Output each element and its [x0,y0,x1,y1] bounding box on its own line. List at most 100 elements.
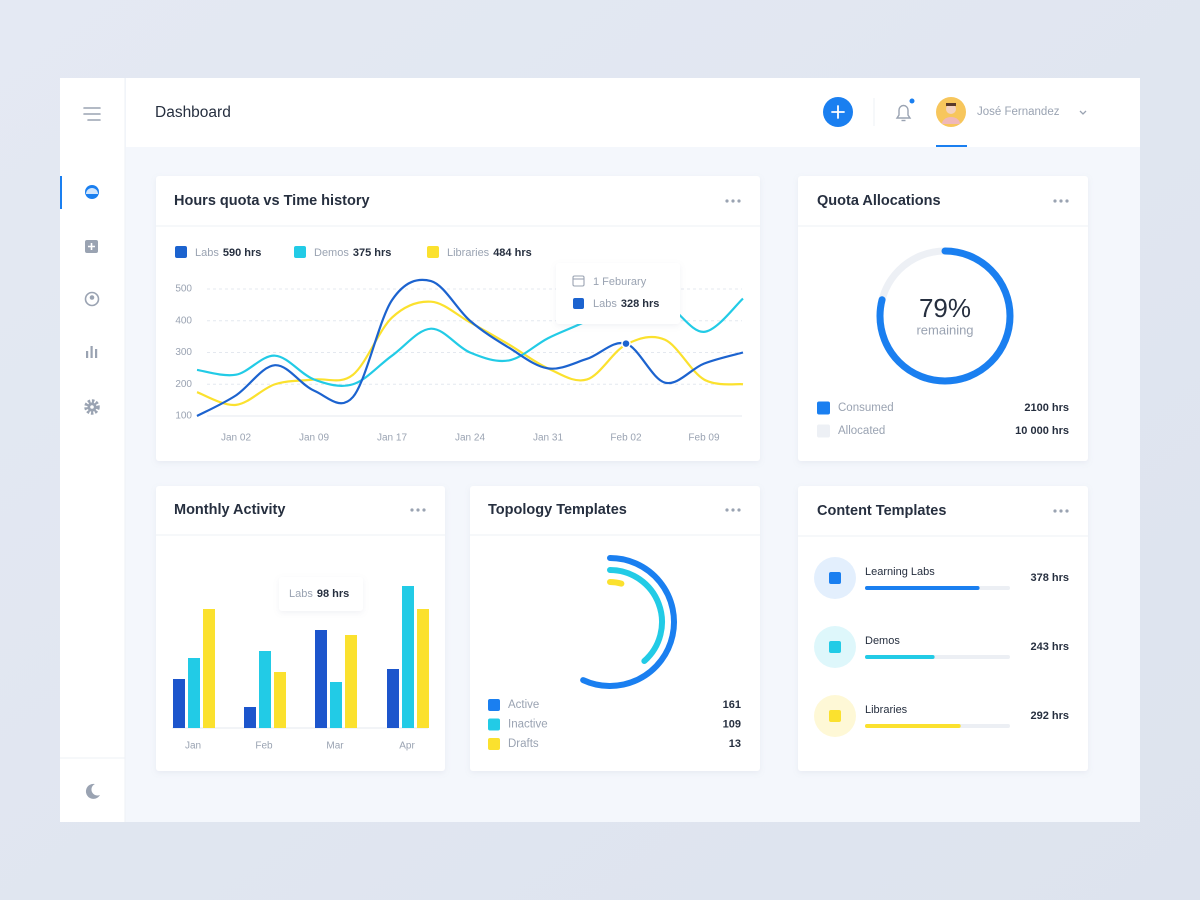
item-name: Libraries [865,704,908,716]
x-tick-label: Feb 02 [610,433,642,444]
topology-card [470,486,760,771]
quota-card [798,176,1088,461]
progress-bar [865,655,935,659]
y-tick-label: 300 [175,347,192,358]
card-menu[interactable] [725,508,741,512]
x-tick-label: Jan 02 [221,433,251,444]
legend-value: 161 [723,699,741,711]
legend-value: 13 [729,738,741,750]
tooltip-point [621,338,631,349]
user-underline [936,145,967,147]
bar [417,609,429,728]
y-tick-label: 200 [175,379,192,390]
card-title: Content Templates [817,503,946,519]
legend-swatch [294,246,306,258]
sidebar [60,78,125,822]
nav-users[interactable] [84,291,100,307]
card-menu[interactable] [725,199,741,203]
tooltip-date: 1 Feburary [593,276,647,288]
legend-label: Inactive [508,719,548,731]
bar [173,679,185,728]
legend-value: 484 hrs [493,247,532,259]
progress-bar [865,586,980,590]
progress-bar [865,724,961,728]
bar [244,707,256,728]
legend-label: Active [508,699,539,711]
user-name[interactable]: José Fernandez [977,106,1060,118]
x-tick-label: Jan 09 [299,433,329,444]
radial-arc [607,579,625,587]
card-menu[interactable] [410,508,426,512]
add-button[interactable] [823,97,853,127]
notifications[interactable] [895,98,915,122]
card-menu[interactable] [1053,509,1069,513]
legend-label: Labs [195,247,219,259]
legend-label: Drafts [508,738,539,750]
gauge-value: 79% [919,293,971,323]
gauge-arc [876,247,1014,385]
legend-value: 109 [723,718,741,730]
item-value: 378 hrs [1030,572,1069,584]
radial-arc [607,567,665,665]
legend-label: Libraries [447,247,490,259]
card-menu[interactable] [1053,199,1069,203]
legend-swatch [175,246,187,258]
content-card [798,486,1088,771]
bar [330,682,342,728]
avatar[interactable] [936,97,966,127]
card-title: Topology Templates [488,502,627,518]
y-tick-label: 500 [175,284,192,295]
menu-icon[interactable] [83,107,101,121]
bar [402,586,414,728]
legend-swatch [817,424,830,438]
tooltip-value: 328 hrs [621,298,660,310]
x-tick-label: Mar [326,741,344,752]
radial-arc [580,555,677,689]
legend-value: 375 hrs [353,247,392,259]
bar [274,672,286,728]
page-title: Dashboard [155,104,231,121]
legend-swatch [817,401,830,415]
item-name: Learning Labs [865,566,935,578]
x-tick-label: Jan [185,741,201,752]
x-tick-label: Jan 17 [377,433,407,444]
tooltip [279,577,363,611]
line-series [196,278,744,417]
x-tick-label: Jan 31 [533,433,563,444]
legend-label: Allocated [838,425,885,437]
legend-swatch [488,738,500,750]
nav-dashboard[interactable] [85,185,99,199]
bar [188,658,200,728]
tooltip-swatch [573,298,584,309]
legend-value: 590 hrs [223,247,262,259]
x-tick-label: Apr [399,741,415,752]
card-title: Quota Allocations [817,193,941,209]
monthly-card [156,486,445,771]
item-name: Demos [865,635,900,647]
hours-card [156,176,760,461]
dark-mode-toggle[interactable] [85,783,100,799]
nav-templates[interactable] [85,240,98,253]
x-tick-label: Feb [255,741,273,752]
legend-value: 10 000 hrs [1015,425,1069,437]
card-title: Monthly Activity [174,502,285,518]
header [126,78,1140,147]
user-menu-chevron[interactable] [1079,110,1087,115]
card-title: Hours quota vs Time history [174,193,370,209]
item-icon [829,710,841,722]
legend-swatch [488,699,500,711]
bar [345,635,357,728]
item-value: 243 hrs [1030,641,1069,653]
nav-reports[interactable] [86,346,98,358]
x-tick-label: Jan 24 [455,433,485,444]
active-indicator [60,176,62,209]
item-icon [829,641,841,653]
bar [387,669,399,728]
legend-swatch [488,718,500,731]
nav-settings[interactable] [84,399,100,415]
x-tick-label: Feb 09 [688,433,720,444]
item-icon [829,572,841,584]
calendar-icon [572,275,585,287]
legend-swatch [427,246,439,258]
